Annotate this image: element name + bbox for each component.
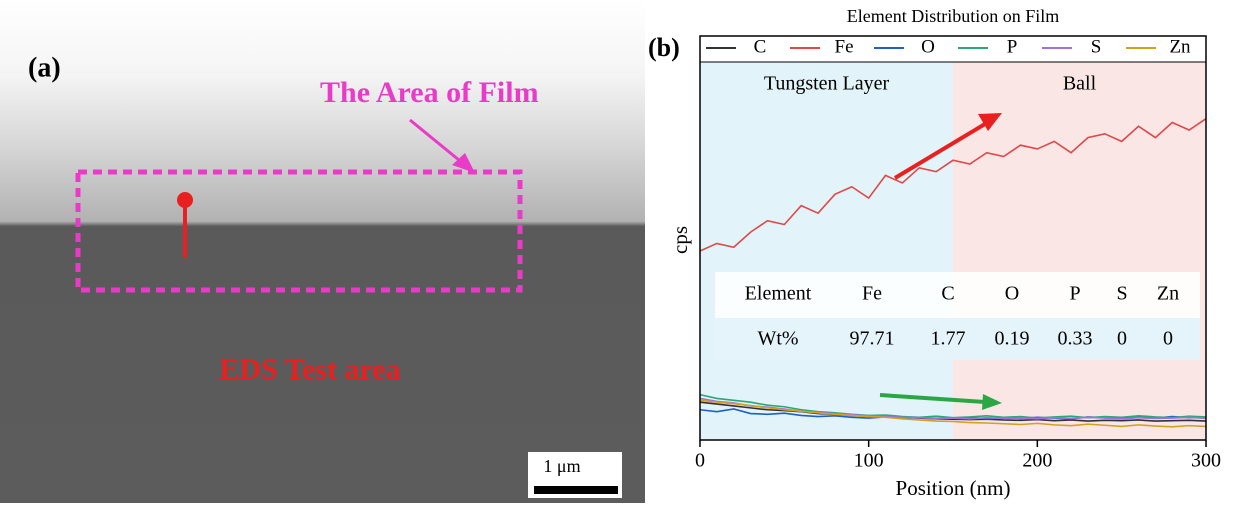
x-tick-label: 0 — [695, 450, 705, 472]
table-cell: 0 — [1163, 328, 1173, 350]
x-tick-label: 200 — [1022, 450, 1052, 472]
x-tick-label: 100 — [854, 450, 884, 472]
trend-arrow — [879, 393, 986, 404]
chart-title: Element Distribution on Film — [847, 6, 1060, 26]
series-line — [699, 399, 1207, 428]
pin-head — [177, 192, 193, 208]
region — [700, 62, 953, 440]
table-cell: Zn — [1157, 283, 1179, 305]
region-label: Ball — [1063, 73, 1097, 95]
film-box — [75, 169, 523, 293]
table-cell: O — [1005, 283, 1019, 305]
trend-arrow-head — [982, 394, 1002, 410]
legend-label: Fe — [835, 36, 854, 57]
table-cell: 1.77 — [931, 328, 966, 350]
table-cell: Element — [745, 283, 812, 305]
x-tick-label: 300 — [1191, 450, 1221, 472]
scale-ruler — [534, 486, 618, 494]
table-cell: 0.33 — [1058, 328, 1093, 350]
table-cell: S — [1116, 283, 1127, 305]
table-cell: P — [1069, 283, 1080, 305]
region — [953, 62, 1206, 440]
film-label: The Area of Film — [320, 76, 539, 109]
arrow — [409, 118, 466, 167]
legend-label: S — [1091, 36, 1102, 57]
table-cell: 0.19 — [995, 328, 1030, 350]
y-axis-label: cps — [668, 226, 692, 254]
plot-frame — [699, 35, 1207, 441]
scale-label: 1 μm — [543, 456, 580, 476]
region-label: Tungsten Layer — [764, 73, 890, 95]
trend-arrow — [893, 122, 987, 180]
legend-label: O — [921, 36, 935, 57]
eds-label: EDS Test area — [219, 353, 400, 386]
legend-label: C — [754, 36, 767, 57]
trend-arrow-head — [978, 113, 1002, 131]
table-cell: 97.71 — [850, 328, 895, 350]
sem-image — [0, 0, 645, 503]
legend-label: Zn — [1169, 36, 1191, 57]
series-line — [699, 118, 1207, 252]
panel-a: (a) The Area of Film EDS Test area 1 μm — [0, 0, 645, 503]
arrow-head — [452, 153, 475, 173]
panel-b: Tungsten Layer Ball Element Fe C O P S Zn Wt% 97.7… — [648, 6, 1221, 500]
panel-label: (a) — [28, 52, 61, 83]
legend-label: P — [1007, 36, 1018, 57]
table-cell: Wt% — [757, 328, 798, 350]
x-axis-label: Position (nm) — [896, 476, 1011, 500]
table-cell: 0 — [1117, 328, 1127, 350]
table-row-bg — [715, 318, 1200, 360]
panel-label: (b) — [648, 33, 680, 62]
table-cell: C — [941, 283, 954, 305]
table-cell: Fe — [862, 283, 882, 305]
